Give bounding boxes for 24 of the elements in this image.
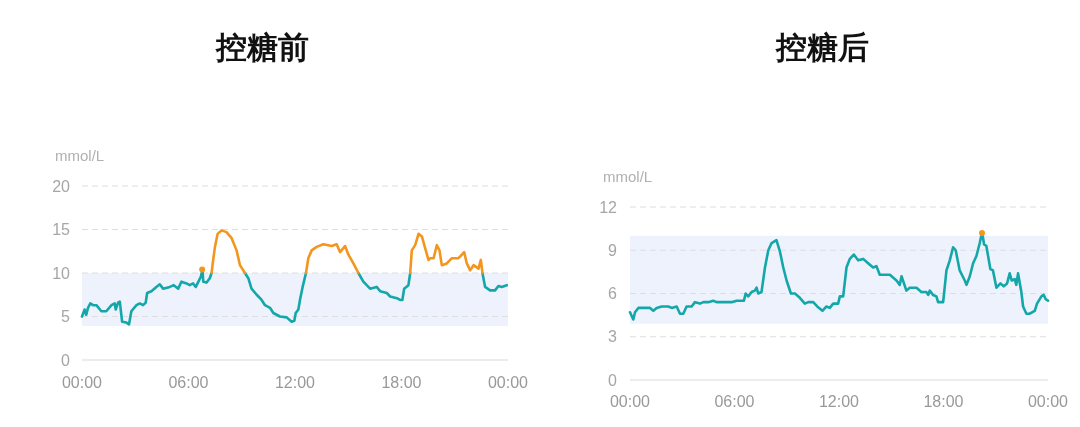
ytick: 9 (608, 241, 617, 259)
xtick: 12:00 (819, 392, 859, 410)
title: 控糖前 (215, 29, 309, 65)
ytick: 12 (599, 198, 617, 216)
ytick: 3 (608, 328, 617, 346)
xtick: 06:00 (714, 392, 755, 410)
xtick: 00:00 (488, 373, 528, 391)
ytick: 20 (52, 177, 70, 195)
title: 控糖后 (775, 29, 869, 65)
ylabel: mmol/L (55, 146, 105, 164)
xtick: 00:00 (610, 392, 650, 410)
xtick: 18:00 (381, 373, 422, 391)
xtick: 00:00 (62, 373, 102, 391)
ytick: 5 (61, 308, 70, 325)
ytick: 6 (608, 285, 617, 302)
xtick: 18:00 (923, 392, 964, 410)
ytick: 15 (52, 221, 70, 238)
ytick: 0 (608, 371, 617, 389)
ytick: 0 (61, 351, 70, 369)
ytick: 10 (52, 264, 70, 282)
xtick: 00:00 (1028, 392, 1068, 410)
xtick: 12:00 (275, 373, 315, 391)
ylabel: mmol/L (603, 167, 653, 185)
xtick: 06:00 (168, 373, 209, 391)
